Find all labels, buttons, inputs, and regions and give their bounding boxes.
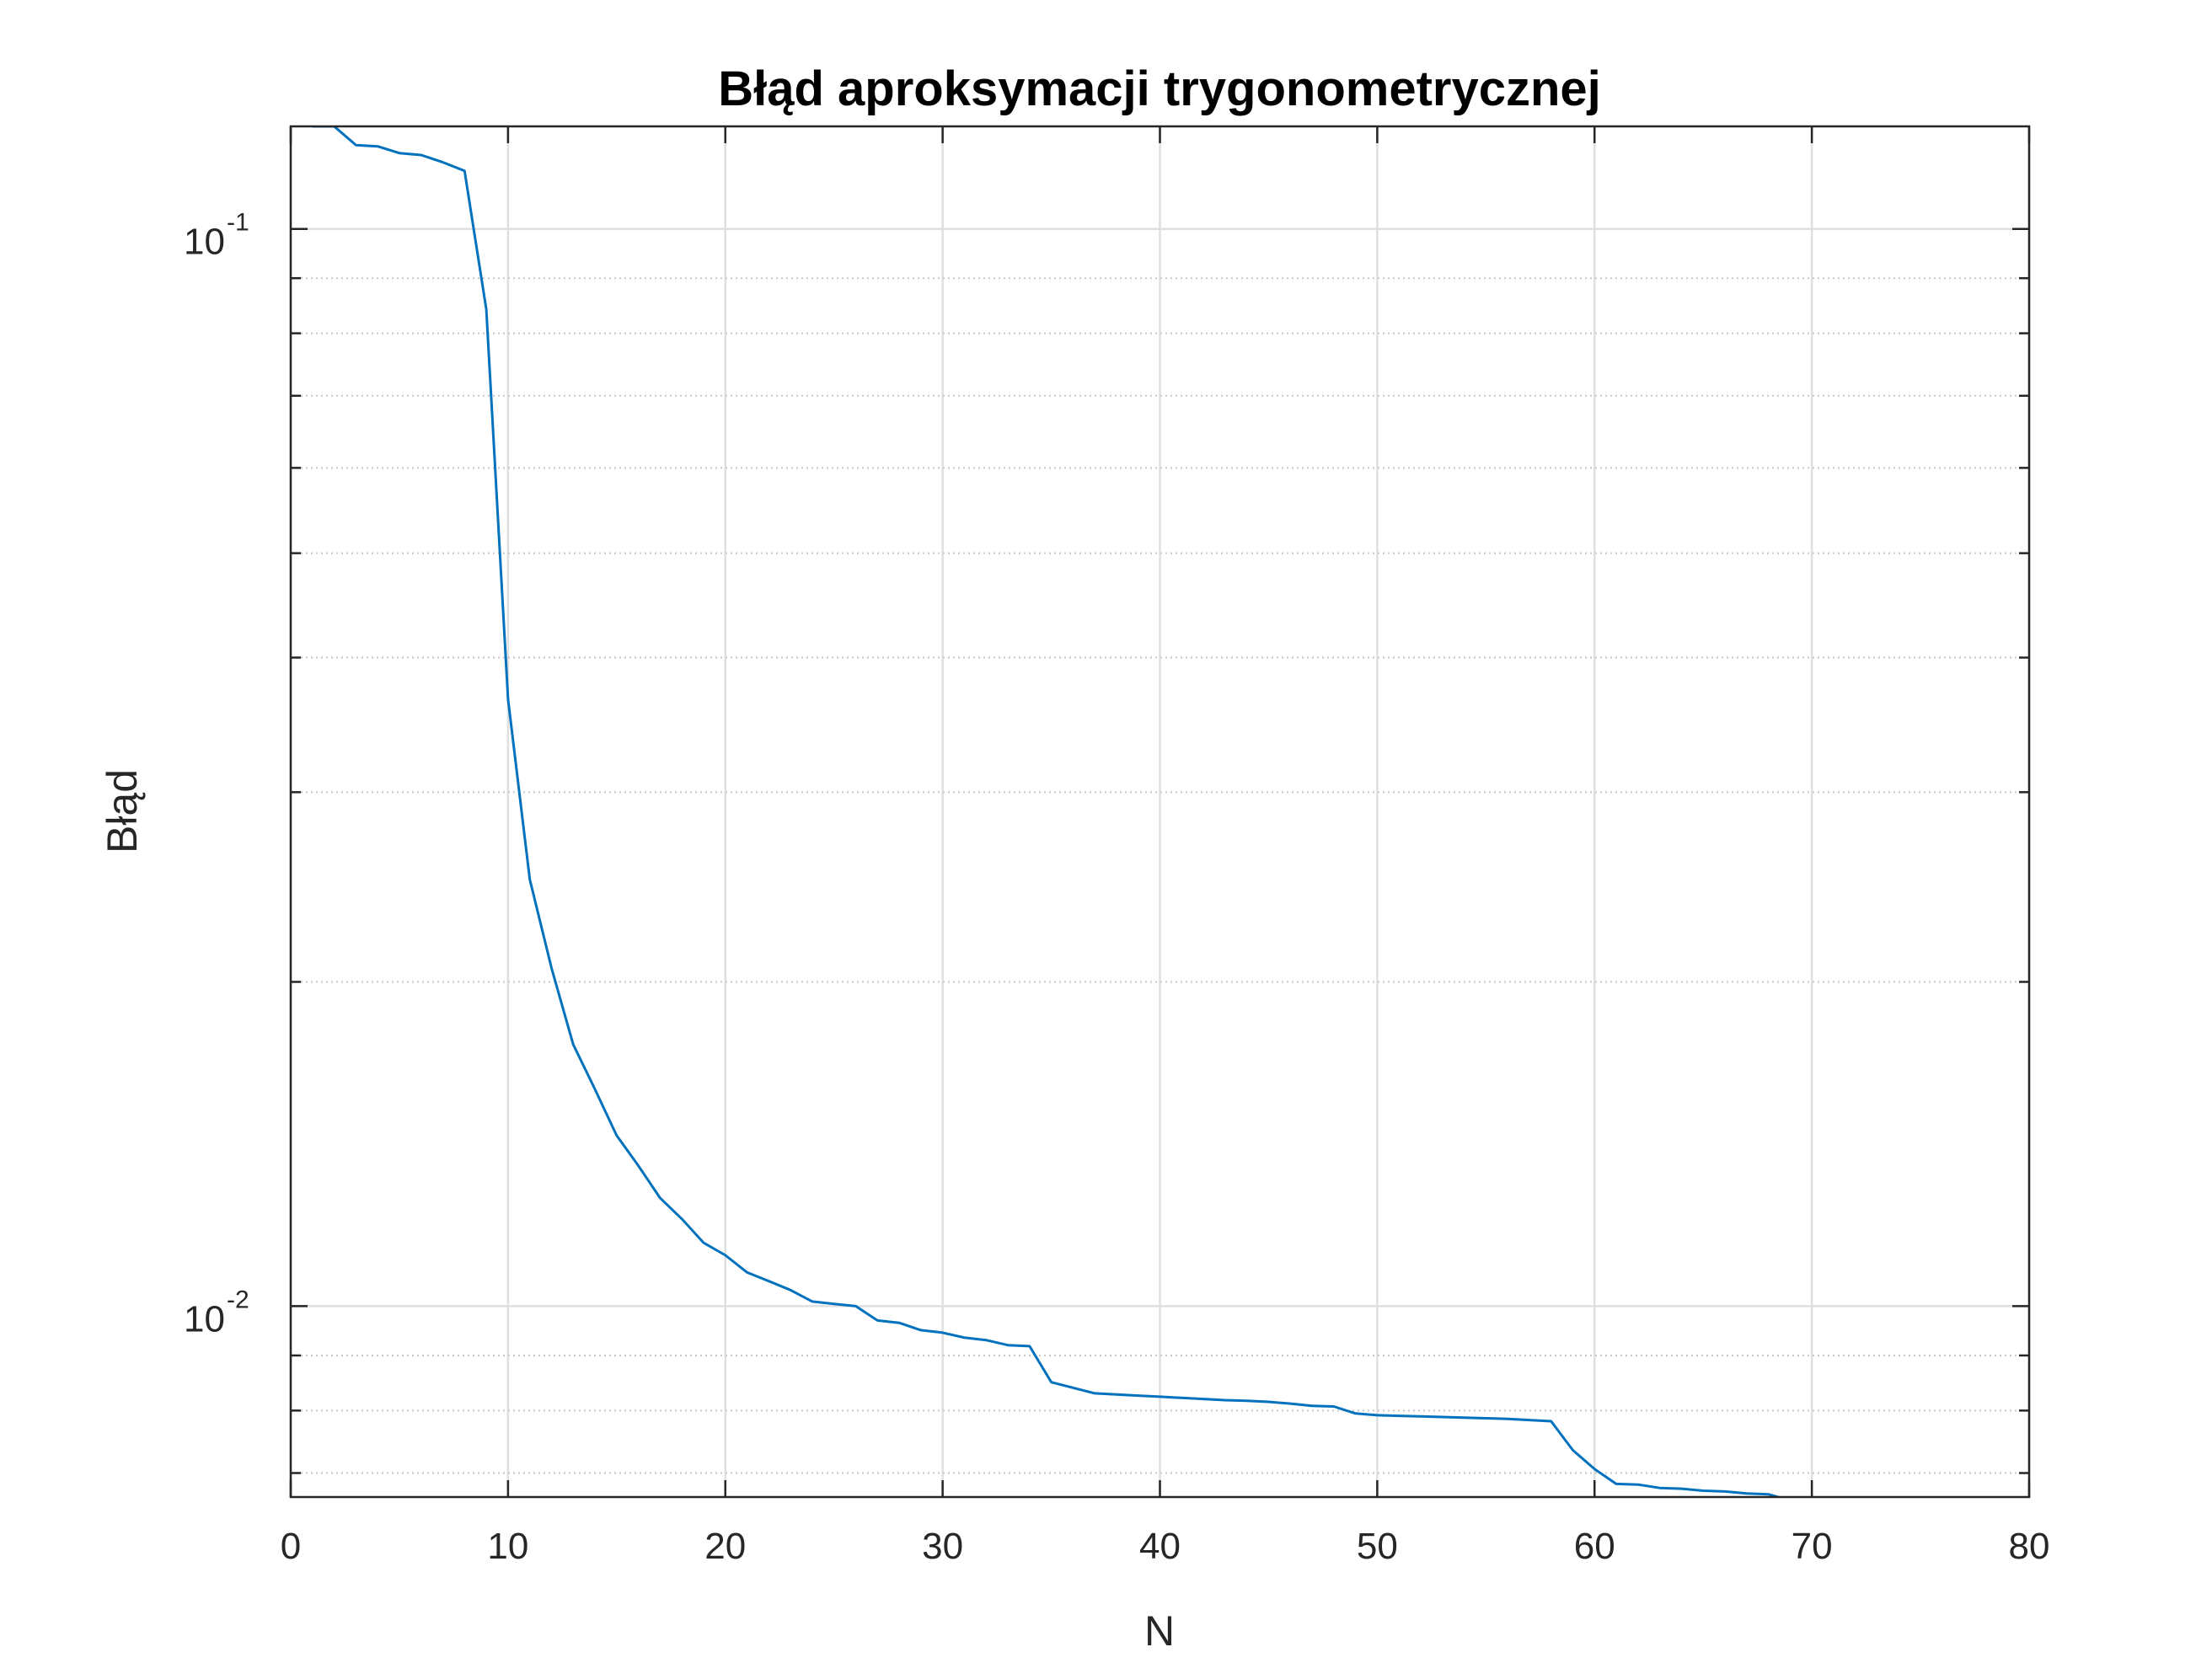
y-tick-exponent: -2 <box>227 1286 249 1313</box>
x-tick-label: 0 <box>281 1526 301 1567</box>
y-tick-label: 10 <box>184 222 225 263</box>
x-tick-label: 10 <box>487 1526 528 1567</box>
x-tick-label: 50 <box>1357 1526 1398 1567</box>
y-tick-exponent: -1 <box>227 209 249 237</box>
x-axis-label: N <box>1144 1607 1175 1655</box>
series-line <box>312 126 1783 1497</box>
y-tick-label: 10 <box>184 1298 225 1339</box>
x-tick-label: 30 <box>922 1526 963 1567</box>
x-tick-label: 80 <box>2009 1526 2050 1567</box>
x-tick-label: 60 <box>1574 1526 1615 1567</box>
x-tick-label: 40 <box>1139 1526 1181 1567</box>
grid <box>289 126 2031 1497</box>
chart-title: Błąd aproksymacji trygonometrycznej <box>718 61 1601 116</box>
x-tick-label: 20 <box>704 1526 746 1567</box>
y-axis-label: Błąd <box>99 769 146 853</box>
series-layer <box>312 126 1783 1497</box>
x-tick-label: 70 <box>1792 1526 1833 1567</box>
